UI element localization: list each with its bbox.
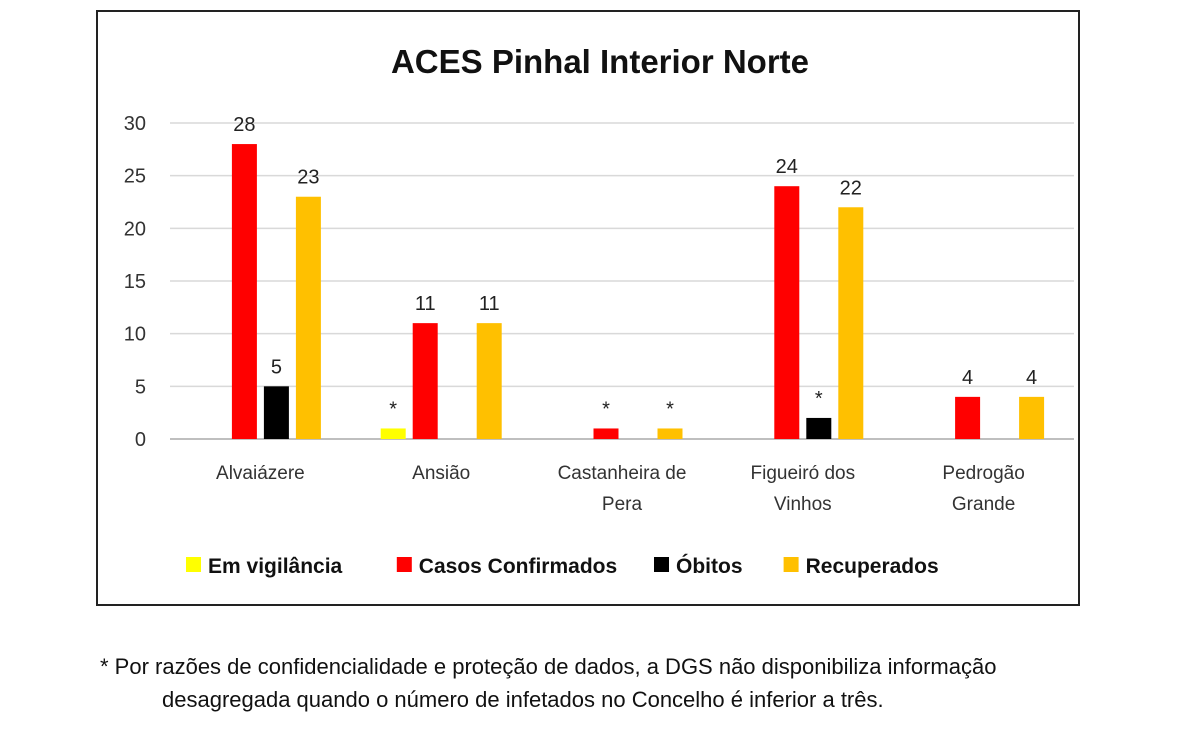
- y-tick-label: 0: [135, 429, 146, 451]
- legend-swatch: [783, 557, 799, 572]
- bar-casos-confirmados: [412, 323, 438, 439]
- bar-recuperados: [657, 428, 683, 439]
- data-label: 11: [415, 293, 436, 315]
- bar-em-vigil-ncia: [380, 428, 406, 439]
- chart-title: ACES Pinhal Interior Norte: [391, 43, 809, 80]
- data-label: *: [602, 398, 610, 420]
- legend-swatch: [654, 557, 669, 572]
- legend-label: Óbitos: [676, 554, 743, 578]
- y-tick-label: 20: [124, 218, 146, 240]
- y-tick-label: 5: [135, 376, 146, 398]
- bar-recuperados: [838, 207, 864, 439]
- data-label: *: [815, 388, 823, 410]
- data-label: 11: [479, 293, 500, 315]
- category-label: Alvaiázere: [216, 463, 305, 484]
- bar--bitos: [263, 386, 289, 439]
- bar--bitos: [806, 417, 832, 439]
- category-label: Pedrogão: [942, 463, 1024, 484]
- bar-casos-confirmados: [593, 428, 619, 439]
- data-label: 5: [271, 356, 282, 378]
- category-label: Grande: [952, 494, 1015, 515]
- data-label: 22: [840, 177, 862, 199]
- category-label: Pera: [602, 494, 643, 515]
- legend-swatch: [186, 557, 201, 572]
- bar-casos-confirmados: [955, 396, 981, 439]
- category-label: Castanheira de: [558, 463, 687, 484]
- y-tick-label: 15: [124, 271, 146, 293]
- data-label: 4: [1026, 367, 1037, 389]
- legend-label: Em vigilância: [208, 555, 343, 578]
- category-label: Figueiró dos: [751, 463, 856, 484]
- bar-chart: ACES Pinhal Interior Norte 0 5 10 15 20 25 30 28…: [124, 43, 1074, 578]
- y-tick-label: 30: [124, 113, 146, 135]
- legend-swatch: [396, 557, 412, 572]
- category-label: Vinhos: [774, 494, 832, 515]
- footnote: * Por razões de confidencialidade e prot…: [100, 650, 1200, 716]
- footnote-line-1: * Por razões de confidencialidade e prot…: [100, 654, 997, 679]
- data-label: *: [389, 398, 397, 420]
- data-label: *: [666, 398, 674, 420]
- bar-casos-confirmados: [231, 144, 257, 440]
- bar-casos-confirmados: [774, 186, 800, 439]
- bar-recuperados: [476, 323, 502, 439]
- footnote-line-2: desagregada quando o número de infetados…: [162, 687, 884, 712]
- legend-label: Casos Confirmados: [419, 555, 617, 578]
- y-tick-label: 25: [124, 166, 146, 188]
- y-tick-label: 10: [124, 324, 146, 346]
- category-label: Ansião: [412, 463, 470, 484]
- data-label: 4: [962, 367, 973, 389]
- bar-recuperados: [1019, 396, 1045, 439]
- legend-label: Recuperados: [806, 555, 939, 578]
- data-label: 24: [776, 156, 798, 178]
- bar-recuperados: [295, 196, 321, 439]
- data-label: 23: [297, 167, 319, 189]
- data-label: 28: [233, 114, 255, 136]
- chart-frame: ACES Pinhal Interior Norte 0 5 10 15 20 25 30 28…: [96, 10, 1080, 606]
